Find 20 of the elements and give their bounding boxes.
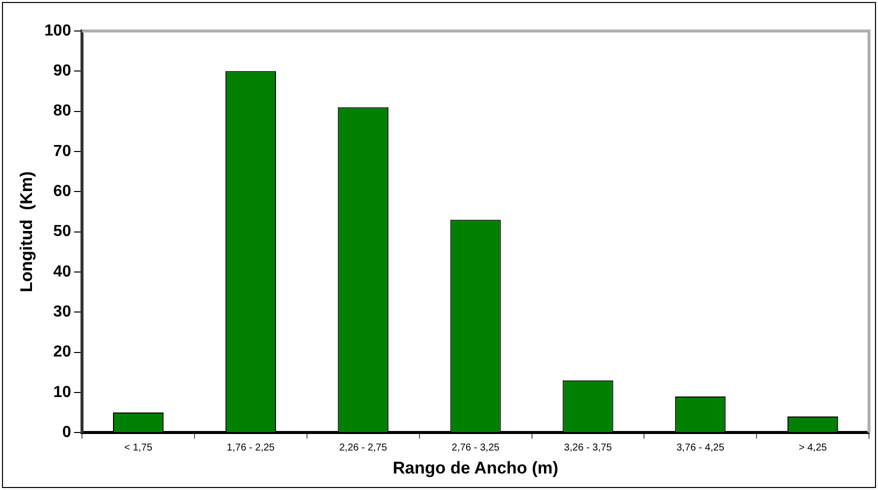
y-tick-label: 0 [62,424,72,442]
y-tick-label: 30 [53,304,72,321]
x-tick-label: 2,26 - 2,75 [339,442,388,454]
x-tick-label: 2,76 - 3,25 [452,442,500,454]
y-tick-label: 100 [44,22,72,40]
x-tick-label: > 4,25 [798,442,828,454]
x-tick-label: 3,76 - 4,25 [676,442,725,454]
y-tick-label: 40 [53,263,72,280]
y-tick-label: 10 [53,384,72,401]
y-tick-label: 60 [53,183,72,200]
y-tick-label: 90 [53,62,72,80]
y-tick-label: 50 [53,223,72,240]
y-tick-label: 20 [53,344,72,361]
x-axis-title: Rango de Ancho (m) [392,458,558,478]
y-tick-label: 70 [53,142,72,160]
y-axis-title: Longitud (Km) [16,171,36,292]
y-tick-label: 80 [53,102,72,120]
x-tick-label: < 1,75 [124,442,153,454]
x-tick-label: 1,76 - 2,25 [226,442,276,454]
x-tick-label: 3,26 - 3,75 [564,442,612,454]
